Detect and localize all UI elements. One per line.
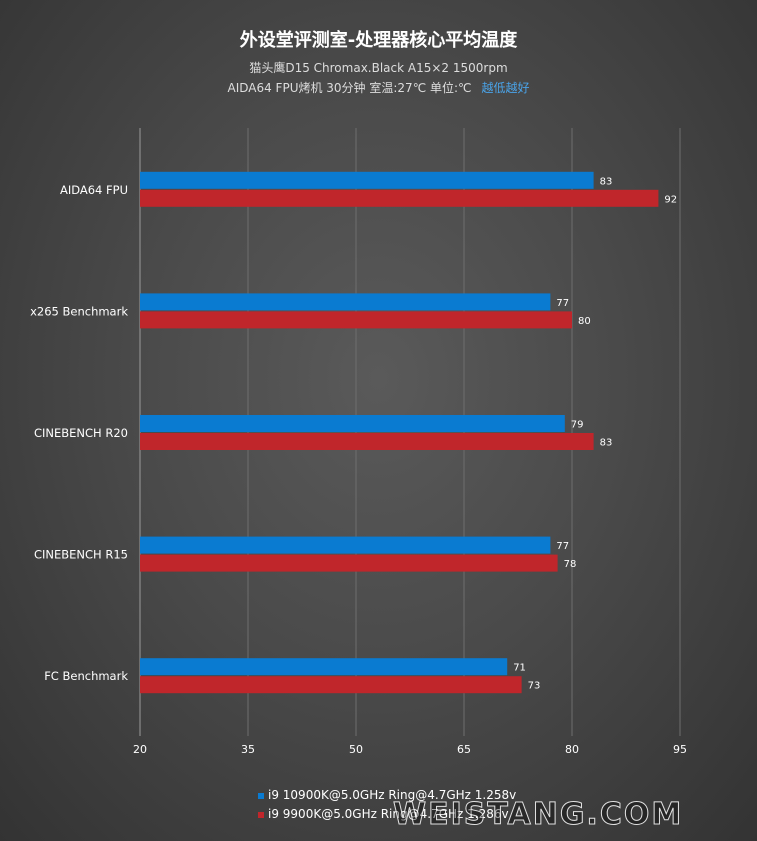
y-category-label: AIDA64 FPU bbox=[60, 183, 128, 197]
bar-9900k bbox=[140, 311, 572, 329]
x-tick-label: 95 bbox=[673, 743, 687, 756]
chart-subtitle: 猫头鹰D15 Chromax.Black A15×2 1500rpm bbox=[249, 61, 508, 75]
chart-subtitle-2: AIDA64 FPU烤机 30分钟 室温:27℃ 单位:℃ 越低越好 bbox=[0, 78, 757, 98]
legend-item-9900k: i9 9900K@5.0GHz Ring@4.7GHz 1.286v bbox=[258, 805, 516, 824]
legend-swatch-10900k bbox=[258, 792, 264, 799]
data-label: 78 bbox=[564, 559, 577, 570]
data-label: 83 bbox=[600, 438, 613, 449]
x-tick-label: 50 bbox=[349, 743, 363, 756]
legend-label-9900k: i9 9900K@5.0GHz Ring@4.7GHz 1.286v bbox=[268, 807, 509, 821]
legend-label-10900k: i9 10900K@5.0GHz Ring@4.7GHz 1.258v bbox=[268, 788, 517, 802]
chart-title: 外设堂评测室-处理器核心平均温度 bbox=[239, 30, 518, 51]
bar-9900k bbox=[140, 676, 522, 694]
data-label: 92 bbox=[664, 194, 677, 205]
bar-9900k bbox=[140, 433, 594, 450]
bar-10900k bbox=[140, 171, 594, 189]
bar-9900k bbox=[140, 554, 558, 572]
legend-item-10900k: i9 10900K@5.0GHz Ring@4.7GHz 1.258v bbox=[258, 786, 516, 805]
data-label: 77 bbox=[556, 541, 569, 552]
chart-header: 外设堂评测室-处理器核心平均温度 猫头鹰D15 Chromax.Black A1… bbox=[0, 28, 757, 98]
x-tick-label: 20 bbox=[133, 743, 147, 756]
bar-10900k bbox=[140, 415, 565, 432]
y-category-label: x265 Benchmark bbox=[30, 304, 128, 318]
x-tick-label: 65 bbox=[457, 743, 471, 756]
x-tick-label: 35 bbox=[241, 743, 255, 756]
lower-is-better-note: 越低越好 bbox=[481, 81, 530, 95]
x-tick-label: 80 bbox=[565, 743, 579, 756]
bar-10900k bbox=[140, 536, 551, 554]
y-category-label: CINEBENCH R15 bbox=[34, 548, 128, 562]
y-category-label: CINEBENCH R20 bbox=[34, 426, 128, 440]
data-label: 79 bbox=[571, 420, 584, 431]
y-category-label: FC Benchmark bbox=[44, 669, 128, 683]
data-label: 80 bbox=[578, 316, 591, 327]
data-label: 73 bbox=[528, 681, 541, 692]
legend-swatch-9900k bbox=[258, 811, 264, 818]
bar-10900k bbox=[140, 658, 508, 676]
watermark-logo: WEISTANG.COM bbox=[392, 797, 684, 833]
data-label: 83 bbox=[600, 176, 613, 187]
test-conditions: AIDA64 FPU烤机 30分钟 室温:27℃ 单位:℃ bbox=[227, 81, 472, 95]
chart-legend: i9 10900K@5.0GHz Ring@4.7GHz 1.258v i9 9… bbox=[258, 786, 516, 824]
bar-9900k bbox=[140, 189, 659, 207]
data-label: 77 bbox=[556, 298, 569, 309]
data-label: 71 bbox=[513, 663, 526, 674]
bar-10900k bbox=[140, 293, 551, 311]
